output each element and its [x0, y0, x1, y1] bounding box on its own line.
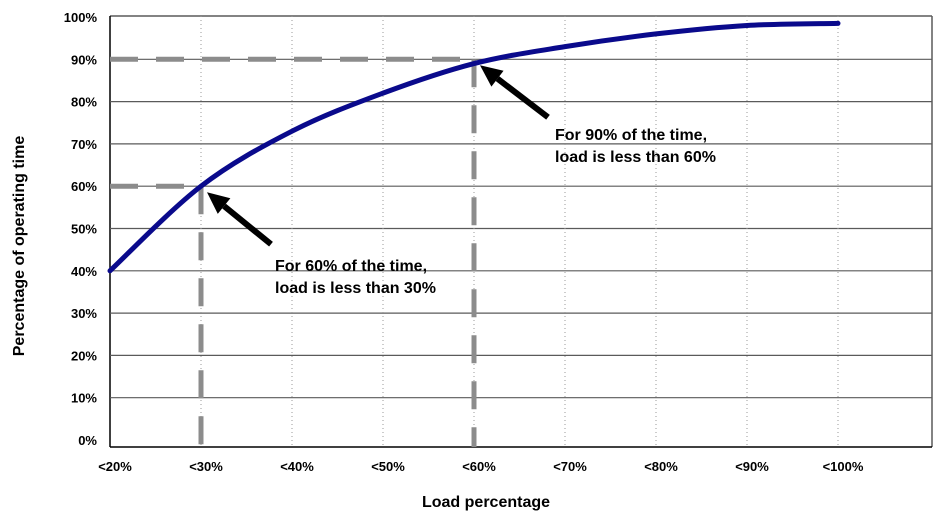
x-tick-label: <40% [280, 459, 314, 474]
y-tick-label: 70% [71, 137, 97, 152]
annotation-text: For 90% of the time, [555, 127, 707, 144]
annotation-arrow-shaft [224, 206, 271, 244]
annotations: For 60% of the time, load is less than 30… [275, 127, 716, 297]
grid [110, 16, 932, 447]
y-axis-title: Percentage of operating time [11, 136, 28, 357]
annotation-arrow-shaft [497, 79, 548, 118]
tick-labels: 0% 10% 20% 30% 40% 50% 60% 70% 80% 90% 100% <20% <30… [64, 10, 864, 474]
annotation-arrows [207, 65, 548, 244]
x-tick-label: <50% [371, 459, 405, 474]
y-tick-label: 0% [78, 433, 97, 448]
x-tick-label: <20% [98, 459, 132, 474]
x-tick-label: <30% [189, 459, 223, 474]
y-tick-label: 100% [64, 10, 98, 25]
y-tick-label: 90% [71, 52, 97, 67]
y-tick-label: 20% [71, 348, 97, 363]
x-tick-label: <60% [462, 459, 496, 474]
y-tick-label: 80% [71, 95, 97, 110]
y-tick-label: 60% [71, 179, 97, 194]
x-tick-label: <90% [735, 459, 769, 474]
x-tick-label: <70% [553, 459, 587, 474]
annotation-text: load is less than 60% [555, 149, 716, 166]
y-tick-label: 50% [71, 222, 97, 237]
x-axis-title: Load percentage [422, 494, 550, 511]
x-tick-label: <80% [644, 459, 678, 474]
y-tick-label: 30% [71, 306, 97, 321]
annotation-text: For 60% of the time, [275, 258, 427, 275]
x-tick-label: <100% [823, 459, 864, 474]
annotation-text: load is less than 30% [275, 280, 436, 297]
y-tick-label: 40% [71, 264, 97, 279]
y-tick-label: 10% [71, 391, 97, 406]
